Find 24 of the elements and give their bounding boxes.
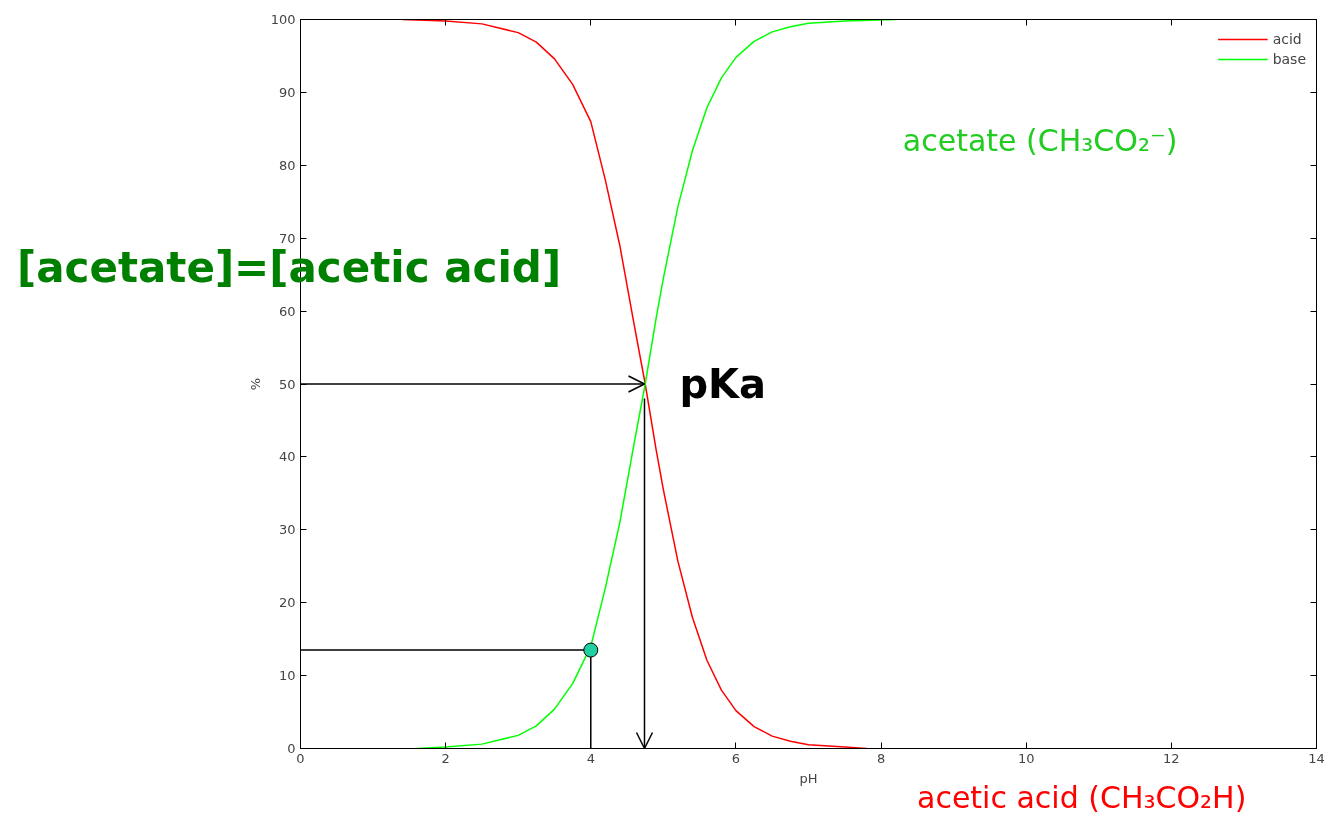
y-tick-label: 40	[278, 449, 296, 465]
y-tick-label: 30	[278, 522, 296, 538]
x-tick-label: 8	[876, 750, 886, 766]
x-tick-label: 12	[1163, 750, 1180, 766]
y-tick-label: 90	[278, 84, 296, 100]
x-axis-title: pH	[799, 770, 818, 786]
annotation: acetate (CH₃CO₂⁻)	[902, 123, 1178, 159]
x-tick-label: 4	[586, 750, 595, 766]
y-tick-label: 100	[270, 12, 296, 27]
annotation: pKa	[679, 361, 767, 407]
y-tick-label: 70	[278, 230, 296, 246]
y-tick-label: 60	[278, 303, 296, 319]
y-tick-label: 50	[278, 376, 296, 392]
x-tick-label: 2	[441, 750, 450, 766]
x-tick-label: 14	[1308, 750, 1325, 766]
x-tick-label: 10	[1017, 750, 1035, 766]
y-tick-label: 80	[278, 157, 296, 173]
legend-label: acid	[1272, 31, 1302, 47]
y-tick-label: 10	[278, 668, 296, 684]
legend-label: base	[1272, 51, 1306, 67]
text: acetic acid (CH₃CO₂H)	[917, 780, 1247, 816]
y-axis-title: %	[247, 377, 263, 391]
y-tick-label: 20	[278, 595, 296, 611]
x-tick-label: 6	[731, 750, 741, 766]
